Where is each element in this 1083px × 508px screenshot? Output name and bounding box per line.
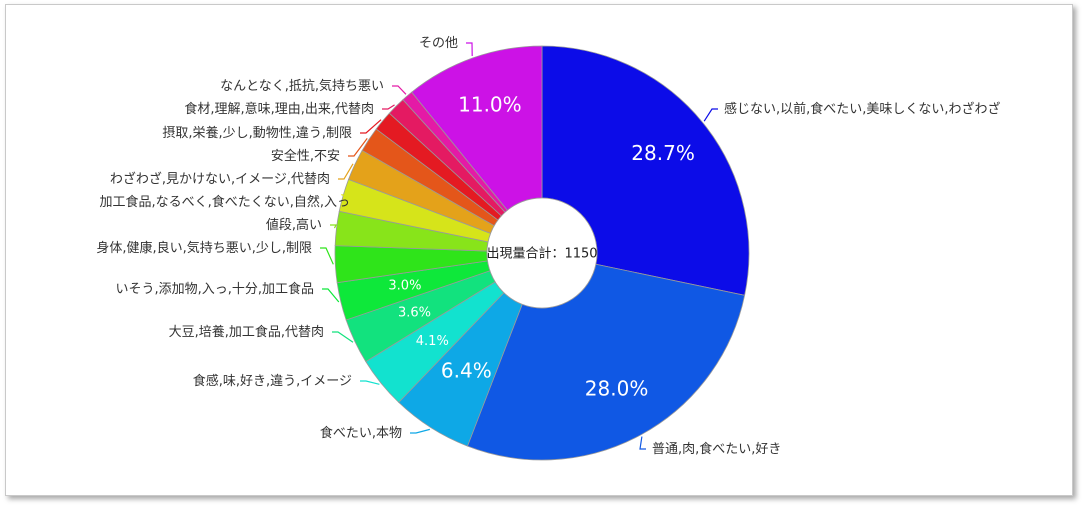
center-total-label: 出現量合計：1150 <box>486 246 597 262</box>
chart-frame: 感じない,以前,食べたい,美味しくない,わざわざ普通,肉,食べたい,好き 食べたい… <box>5 4 1073 496</box>
leader-lines-layer <box>320 42 718 450</box>
leader-line <box>330 224 337 229</box>
slice-percent-label: 4.1% <box>416 334 449 349</box>
slice-percent-label: 28.7% <box>631 141 695 165</box>
slice-label: 摂取,栄養,少し,動物性,違う,制限 <box>162 125 352 141</box>
leader-line <box>360 380 380 385</box>
leader-line <box>639 436 646 450</box>
slice-label: 感じない,以前,食べたい,美味しくない,わざわざ <box>724 101 1001 117</box>
leader-line <box>360 119 382 134</box>
slice-label: 食感,味,好き,違う,イメージ <box>193 373 352 389</box>
leader-line <box>348 138 368 157</box>
leader-line <box>703 108 718 122</box>
slice-label: その他 <box>419 36 458 51</box>
leader-line <box>382 104 395 110</box>
slice-label: 普通,肉,食べたい,好き <box>652 441 781 457</box>
slice-label: 食べたい,本物 <box>320 425 402 441</box>
slice-percent-label: 3.0% <box>388 279 421 294</box>
slice-percent-label: 28.0% <box>585 377 649 401</box>
leader-line <box>322 288 340 303</box>
percent-labels-layer: 28.7% 28.0% 6.4% 4.1% 3.6% 3.0% 11.0% <box>388 92 694 400</box>
leader-line <box>466 42 473 57</box>
slice-percent-label: 3.6% <box>398 306 431 321</box>
slice-label: いそう,添加物,入っ,十分,加工食品 <box>115 281 314 297</box>
slice-label: 大豆,培養,加工食品,代替肉 <box>169 324 324 340</box>
leader-line <box>332 331 354 343</box>
slice-label: わざわざ,見かけない,イメージ,代替肉 <box>110 171 330 187</box>
leader-line <box>392 85 407 95</box>
slice-label: 身体,健康,良い,気持ち悪い,少し,制限 <box>96 240 312 256</box>
donut-hole <box>486 197 598 309</box>
slice-label: 値段,高い <box>266 217 322 233</box>
slice-percent-label: 6.4% <box>441 358 492 382</box>
leader-line <box>338 163 354 180</box>
slice-percent-label: 11.0% <box>458 92 522 116</box>
leader-line <box>320 247 334 265</box>
slice-label: 食材,理解,意味,理由,出来,代替肉 <box>184 101 374 117</box>
slices-layer <box>334 45 750 461</box>
slice-label: 安全性,不安 <box>271 148 340 164</box>
slice-label: なんとなく,抵抗,気持ち悪い <box>220 78 384 94</box>
slice-label: 加工食品,なるべく,食べたくない,自然,入っ <box>99 194 350 210</box>
leader-line <box>341 194 365 203</box>
leader-line <box>410 428 431 434</box>
